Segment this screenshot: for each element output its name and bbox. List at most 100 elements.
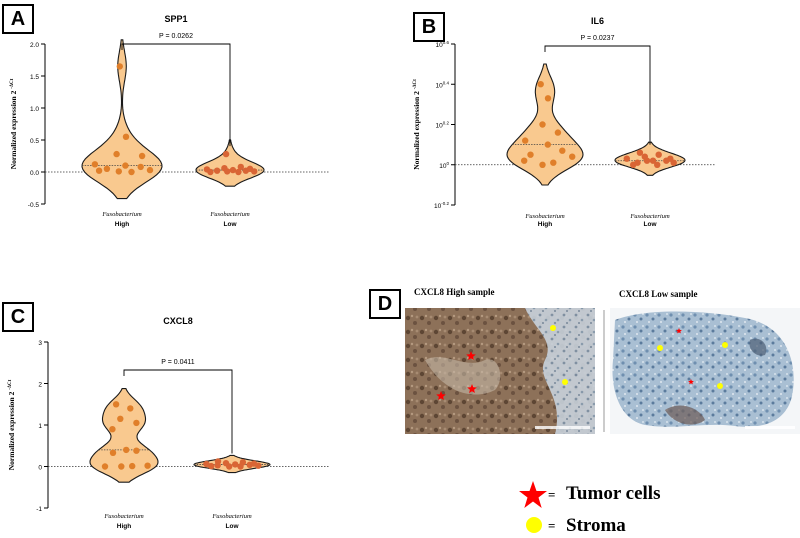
y-tick-label: 100.4 bbox=[436, 80, 450, 89]
data-point bbox=[226, 463, 233, 470]
data-point bbox=[109, 449, 117, 456]
stroma-dot-marker bbox=[562, 379, 568, 385]
data-point bbox=[95, 167, 103, 174]
category-label: Low bbox=[226, 523, 240, 530]
histology-low-image bbox=[612, 311, 794, 427]
histology-low-title: CXCL8 Low sample bbox=[619, 289, 698, 299]
data-point bbox=[544, 141, 551, 148]
stroma-dot-icon bbox=[526, 517, 542, 533]
data-point bbox=[569, 153, 576, 160]
data-point bbox=[235, 168, 242, 176]
tumor-star-marker bbox=[688, 379, 694, 385]
y-axis-label: Normalized expression 2 -ΔCt bbox=[9, 78, 18, 169]
violin-high bbox=[89, 388, 159, 483]
violin-low bbox=[195, 139, 265, 187]
category-italic-label: Fusobacterium bbox=[211, 513, 252, 520]
data-point bbox=[146, 166, 154, 174]
legend-stroma-label: Stroma bbox=[566, 515, 626, 536]
y-tick-label: 1 bbox=[38, 423, 42, 430]
panel-letter-b: B bbox=[413, 12, 445, 42]
data-point bbox=[237, 163, 244, 171]
data-point bbox=[539, 161, 546, 168]
data-point bbox=[203, 460, 210, 468]
histology-images bbox=[405, 308, 800, 434]
data-point bbox=[527, 151, 534, 158]
y-tick-label: 1.0 bbox=[30, 106, 39, 113]
data-point bbox=[224, 168, 231, 175]
legend-equals-stroma: = bbox=[548, 518, 556, 533]
category-italic-label: Fusobacterium bbox=[209, 211, 250, 218]
data-point bbox=[655, 151, 662, 158]
y-tick-label: 0 bbox=[38, 465, 42, 472]
chart-title: SPP1 bbox=[164, 14, 187, 24]
stroma-dot-marker bbox=[657, 345, 663, 351]
y-tick-label: 100 bbox=[439, 161, 449, 170]
data-point bbox=[118, 463, 125, 470]
data-point bbox=[112, 401, 120, 408]
tumor-star-marker bbox=[676, 328, 682, 334]
data-point bbox=[246, 461, 253, 468]
data-point bbox=[103, 165, 111, 172]
category-label: Low bbox=[224, 221, 238, 228]
data-point bbox=[137, 163, 144, 171]
data-point bbox=[255, 462, 262, 469]
chart-title: IL6 bbox=[591, 16, 604, 26]
panel-letter-d: D bbox=[369, 289, 401, 319]
legend-dot bbox=[526, 517, 542, 533]
y-tick-label: -0.5 bbox=[28, 202, 40, 209]
y-axis-label: Normalized expression 2 -ΔCt bbox=[412, 79, 421, 170]
data-point bbox=[123, 446, 130, 454]
data-point bbox=[115, 168, 123, 175]
category-label: Low bbox=[644, 221, 658, 228]
data-point bbox=[539, 121, 546, 128]
data-point bbox=[559, 147, 566, 154]
stroma-dot-marker bbox=[722, 342, 728, 348]
chart-title: CXCL8 bbox=[163, 316, 193, 326]
data-point bbox=[213, 167, 221, 174]
data-point bbox=[623, 155, 630, 162]
data-point bbox=[229, 166, 237, 174]
stroma-dot-marker bbox=[550, 325, 556, 331]
panel-letter-a: A bbox=[2, 4, 34, 34]
data-point bbox=[237, 463, 244, 470]
data-point bbox=[554, 129, 562, 136]
y-tick-label: 1.5 bbox=[30, 74, 39, 81]
data-point bbox=[133, 447, 140, 454]
tumor-star-marker bbox=[466, 351, 476, 360]
data-point bbox=[144, 462, 151, 469]
data-point bbox=[251, 168, 258, 175]
data-point bbox=[208, 462, 215, 470]
data-point bbox=[521, 157, 528, 164]
y-axis-label: Normalized expression 2 -ΔCt bbox=[7, 379, 16, 470]
y-tick-label: 2.0 bbox=[30, 42, 39, 49]
category-italic-label: Fusobacterium bbox=[524, 213, 565, 220]
y-tick-label: -1 bbox=[36, 506, 42, 513]
data-point bbox=[138, 152, 146, 160]
data-point bbox=[129, 462, 136, 470]
tumor-star-marker bbox=[436, 391, 446, 400]
data-point bbox=[537, 81, 544, 88]
data-point bbox=[232, 461, 239, 468]
category-italic-label: Fusobacterium bbox=[629, 213, 670, 220]
data-point bbox=[654, 161, 661, 168]
data-point bbox=[91, 161, 99, 168]
p-value-label: P = 0.0411 bbox=[161, 359, 195, 366]
y-tick-label: 100.2 bbox=[436, 121, 450, 130]
data-point bbox=[127, 405, 134, 412]
p-value-label: P = 0.0237 bbox=[581, 35, 615, 42]
data-point bbox=[550, 159, 557, 166]
category-label: High bbox=[538, 221, 552, 228]
data-point bbox=[214, 462, 221, 469]
data-point bbox=[122, 133, 130, 140]
y-tick-label: 3 bbox=[38, 340, 42, 347]
legend-star bbox=[519, 481, 547, 508]
category-label: High bbox=[117, 523, 131, 530]
data-point bbox=[636, 149, 644, 156]
legend-tumor-label: Tumor cells bbox=[566, 483, 661, 504]
data-point bbox=[630, 161, 637, 168]
data-point bbox=[207, 168, 214, 176]
chart-cxcl8: CXCL8 3 2 1 0 -1 Normalized expression 2 -ΔCt F… bbox=[7, 316, 330, 530]
data-point bbox=[242, 167, 249, 174]
chart-spp1: SPP1 2.0 1.5 1.0 0.5 0.0 -0.5 Normalized expres… bbox=[9, 14, 330, 228]
data-point bbox=[101, 463, 109, 470]
